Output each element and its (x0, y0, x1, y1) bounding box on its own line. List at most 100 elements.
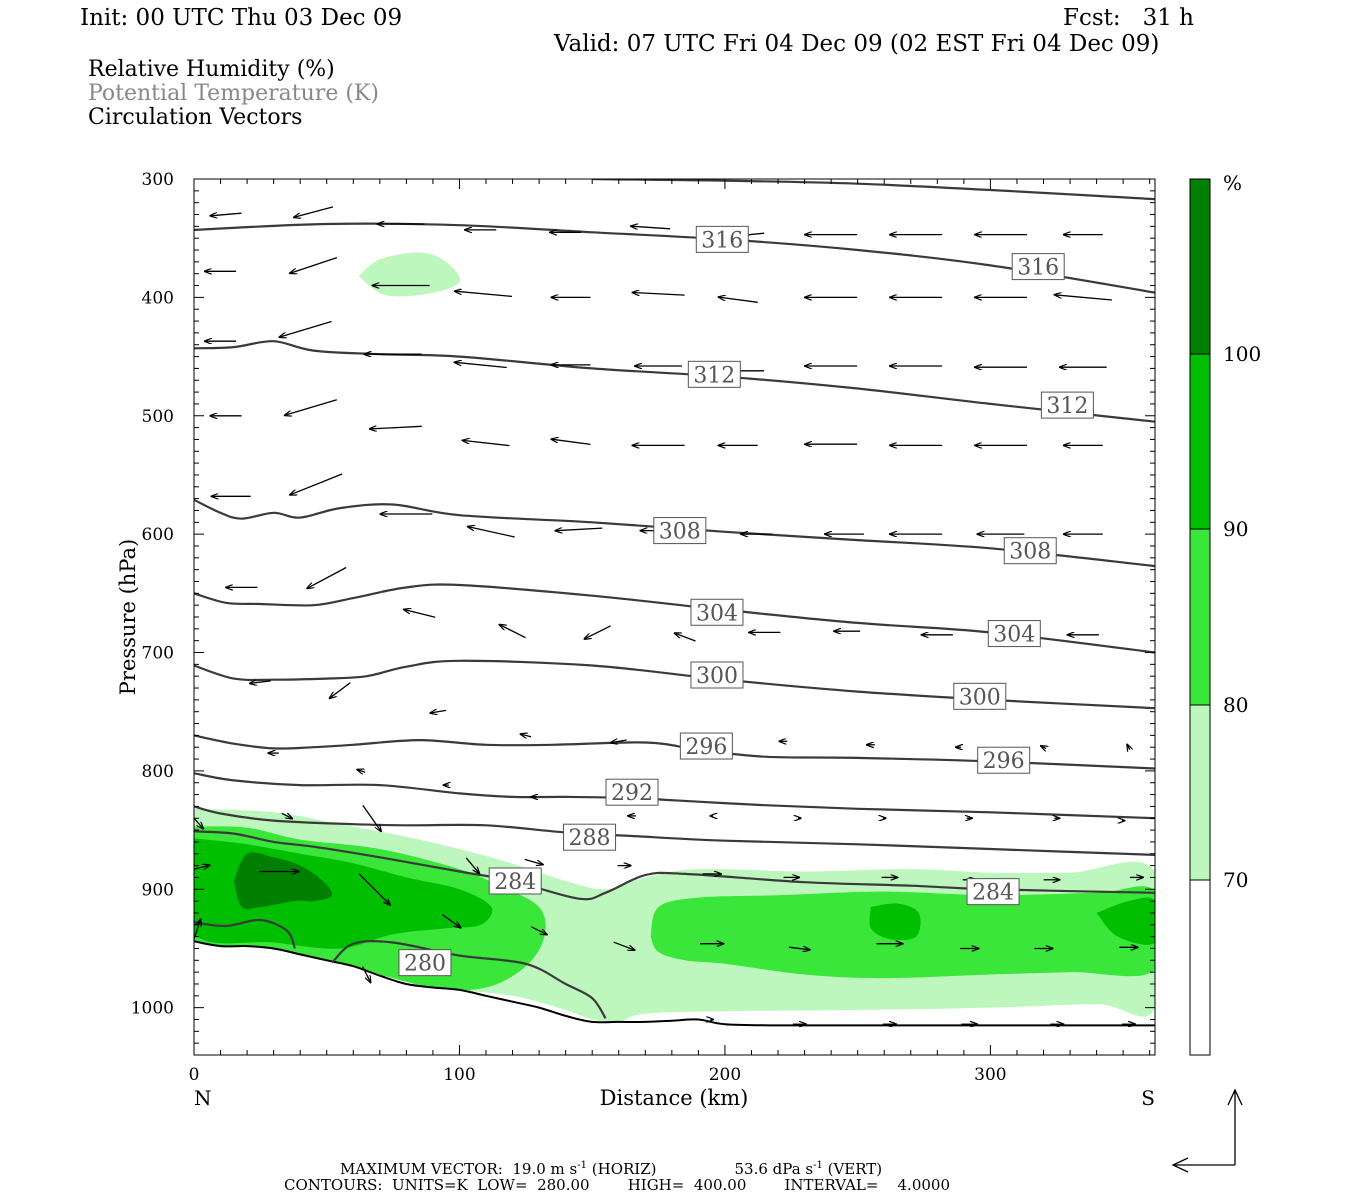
circulation-vector (719, 297, 758, 303)
legend-potential-temperature: Potential Temperature (K) (88, 81, 379, 106)
colorbar-label-70: 70 (1223, 868, 1248, 892)
colorbar-segment (1190, 880, 1210, 1055)
colorbar-label-80: 80 (1223, 693, 1248, 717)
colorbar-frame (1189, 178, 1211, 1056)
circulation-vectors (194, 206, 1143, 1024)
circulation-vector (552, 439, 591, 446)
colorbar-label-90: 90 (1223, 517, 1248, 541)
circulation-vector (675, 633, 696, 642)
circulation-vector (1041, 746, 1046, 749)
colorbar-unit: % (1223, 171, 1242, 195)
circulation-vector (1055, 295, 1112, 301)
axes: 300 400 500 600 700 800 900 1000 0 100 200 300 (131, 170, 1155, 1085)
circulation-vector (290, 473, 343, 495)
circulation-vector (468, 527, 515, 538)
horiz-max-value: 19.0 m s (512, 1160, 578, 1178)
theta-contour-316 (194, 222, 1155, 294)
y-tick-label: 1000 (131, 999, 174, 1019)
circulation-vector (633, 293, 685, 296)
contours-info: CONTOURS: UNITS=K LOW= 280.00 HIGH= 400.… (284, 1176, 950, 1194)
circulation-vector (788, 947, 810, 950)
contour-label-box (563, 823, 617, 851)
x-tick-label: 300 (974, 1065, 1006, 1085)
y-tick-label: 800 (142, 762, 174, 782)
contour-label-280: 280 (404, 952, 446, 977)
theta-contour-304 (194, 583, 1155, 654)
colorbar-segment (1190, 354, 1210, 529)
contour-label-316: 316 (701, 228, 743, 253)
terrain-line (194, 940, 1155, 1027)
circulation-vector (430, 710, 447, 713)
theta-contour-316 (592, 179, 1155, 201)
circulation-vector (455, 362, 507, 369)
rh-region-100 (233, 852, 333, 910)
colorbar-segment (1190, 529, 1210, 705)
circulation-vector (250, 681, 271, 684)
north-end-label: N (194, 1086, 212, 1110)
colorbar-segment (1190, 705, 1210, 880)
circulation-vector (362, 966, 371, 983)
contour-label-308: 308 (1009, 540, 1051, 565)
circulation-vector (307, 566, 347, 589)
contour-label-312: 312 (1046, 394, 1088, 419)
contour-label-box (987, 620, 1041, 648)
circulation-vector (370, 426, 422, 429)
vert-max-value: 53.6 dPa s (734, 1160, 814, 1178)
forecast-hour: Fcst: 31 h (1063, 5, 1194, 31)
contour-label-box (977, 746, 1031, 774)
colorbar: 70 80 90 100 (1189, 178, 1261, 1056)
vert-unit: (VERT) (822, 1160, 883, 1178)
contour-label-316: 316 (1017, 256, 1059, 281)
circulation-vector (455, 291, 513, 298)
maximum-vector-line: MAXIMUM VECTOR: 19.0 m s-1 (HORIZ) 53.6 d… (340, 1158, 882, 1177)
circulation-vector (358, 873, 390, 905)
colorbar-segment (1190, 179, 1210, 354)
contour-label-288: 288 (569, 826, 611, 851)
contour-label-284: 284 (494, 870, 536, 895)
init-time: Init: 00 UTC Thu 03 Dec 09 (80, 5, 403, 31)
circulation-vector (1127, 745, 1130, 750)
contour-label-box (679, 732, 733, 760)
circulation-vector (531, 926, 547, 935)
south-end-label: S (1141, 1086, 1155, 1110)
circulation-vector (294, 206, 334, 217)
circulation-vector (194, 865, 209, 873)
theta-contour-280 (194, 918, 296, 949)
circulation-vector (404, 610, 436, 618)
circulation-vector (556, 528, 603, 531)
rh-region-90 (869, 903, 921, 941)
contour-label-box (690, 661, 744, 689)
circulation-vector (465, 857, 479, 874)
contour-label-284: 284 (972, 881, 1014, 906)
y-axis-title: Pressure (hPa) (116, 539, 140, 695)
theta-contour-280 (331, 940, 607, 1019)
rh-region-90 (1096, 897, 1155, 945)
circulation-vector (613, 941, 635, 950)
contour-label-box (953, 682, 1007, 710)
y-tick-label: 400 (142, 288, 174, 308)
x-tick-label: 100 (443, 1065, 475, 1085)
contour-label-box (398, 949, 452, 977)
theta-contour-292 (194, 772, 1155, 820)
contour-label-box (690, 598, 744, 626)
reference-vector-icon (1171, 1088, 1243, 1173)
circulation-vector (194, 817, 203, 829)
contour-label-box (966, 878, 1020, 906)
below-ground-mask (194, 941, 1155, 1055)
y-tick-label: 900 (142, 880, 174, 900)
circulation-vector (521, 734, 532, 737)
circulation-vector (194, 920, 201, 942)
contour-label-292: 292 (611, 781, 653, 806)
contour-label-296: 296 (685, 735, 727, 760)
theta-contour-312 (194, 340, 1155, 423)
y-tick-label: 300 (142, 170, 174, 190)
x-axis-title: Distance (km) (600, 1086, 749, 1110)
circulation-vector (463, 440, 510, 447)
contour-label-box (488, 867, 542, 895)
horiz-exponent: -1 (577, 1160, 587, 1171)
y-tick-label: 700 (142, 644, 174, 664)
contour-label-304: 304 (696, 601, 738, 626)
contour-label-308: 308 (659, 520, 701, 545)
max-vector-label: MAXIMUM VECTOR: (340, 1160, 503, 1178)
